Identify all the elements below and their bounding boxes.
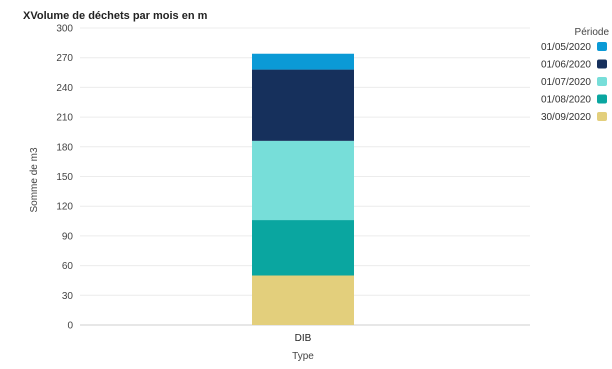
y-axis-label: Somme de m3 — [29, 147, 40, 212]
y-tick-label: 60 — [62, 261, 74, 272]
y-tick-label: 270 — [56, 53, 73, 64]
y-axis-ticks: 0 30 60 90 120 150 180 210 240 270 300 — [56, 24, 73, 332]
legend-swatch — [597, 77, 607, 86]
legend-item[interactable]: 01/07/2020 — [541, 77, 607, 88]
legend-item[interactable]: 30/09/2020 — [541, 112, 607, 123]
legend-item[interactable]: 01/08/2020 — [541, 94, 607, 106]
x-tick-label: DIB — [295, 333, 312, 344]
legend-label: 01/06/2020 — [541, 60, 591, 71]
y-tick-label: 240 — [56, 83, 73, 94]
y-tick-label: 150 — [56, 172, 73, 183]
y-tick-label: 300 — [56, 24, 73, 35]
legend-label: 30/09/2020 — [541, 112, 591, 123]
legend-label: 01/05/2020 — [541, 42, 591, 53]
legend-item[interactable]: 01/06/2020 — [541, 59, 607, 71]
legend-item[interactable]: 01/05/2020 — [541, 42, 607, 53]
chart-title: XVolume de déchets par mois en m — [23, 10, 208, 22]
legend-swatch — [597, 42, 607, 51]
legend-title: Période — [575, 27, 610, 38]
legend-swatch — [597, 94, 607, 104]
bar-segment[interactable] — [252, 220, 354, 276]
bar-segment[interactable] — [252, 275, 354, 326]
x-axis-label: Type — [292, 351, 314, 362]
legend-swatch — [597, 112, 607, 121]
legend-swatch — [597, 59, 607, 69]
legend-label: 01/07/2020 — [541, 77, 591, 88]
bar-segment[interactable] — [252, 69, 354, 141]
y-tick-label: 120 — [56, 202, 73, 213]
bar-stack — [252, 53, 354, 326]
x-axis-ticks: DIB — [295, 333, 312, 344]
bar-segment[interactable] — [252, 140, 354, 221]
bar-segment[interactable] — [252, 53, 354, 70]
legend-label: 01/08/2020 — [541, 95, 591, 106]
y-tick-label: 210 — [56, 113, 73, 124]
y-tick-label: 0 — [67, 321, 73, 332]
y-tick-label: 90 — [62, 231, 74, 242]
y-tick-label: 180 — [56, 142, 73, 153]
y-tick-label: 30 — [62, 291, 74, 302]
legend[interactable]: 01/05/2020 01/06/2020 01/07/2020 01/08/2020… — [541, 42, 607, 123]
